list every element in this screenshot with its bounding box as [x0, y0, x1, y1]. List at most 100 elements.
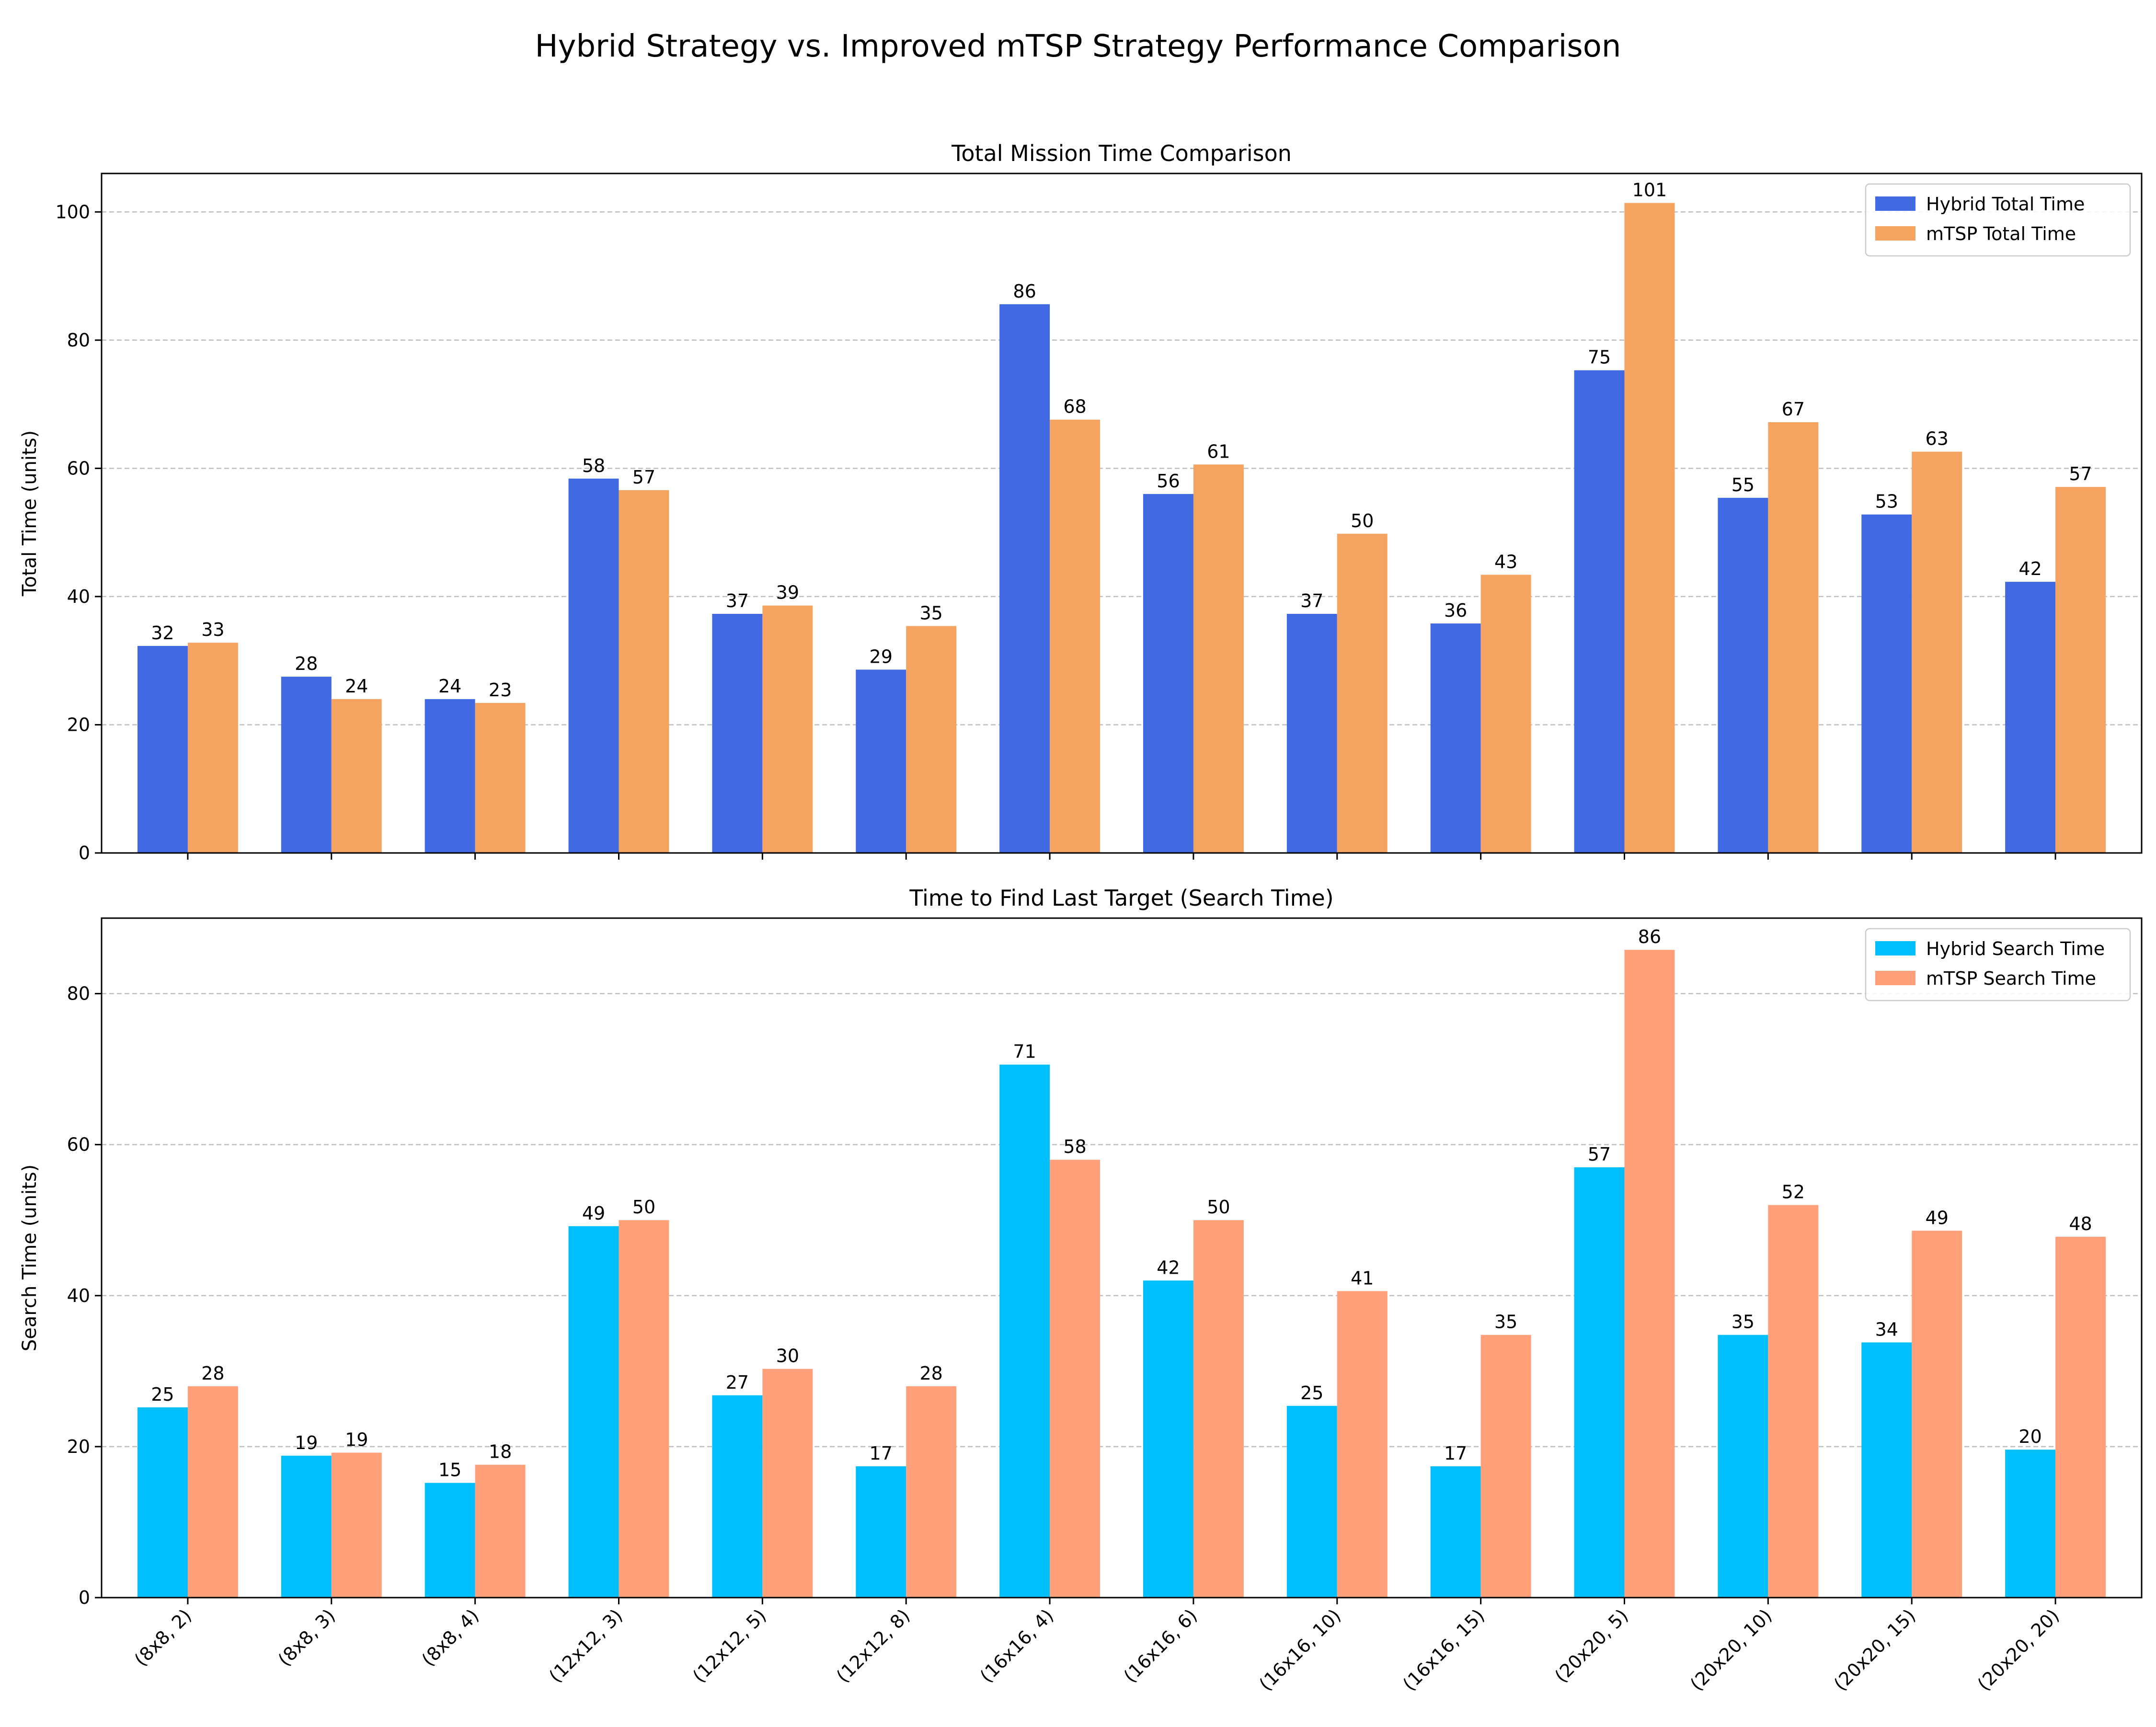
total-ytick-label-5: 100 — [55, 201, 90, 222]
search-bar-s1-10 — [1624, 950, 1675, 1598]
search-bar-s0-0 — [137, 1407, 188, 1598]
search-bar-label-s0-1: 19 — [295, 1432, 318, 1453]
total-bar-label-s0-12: 53 — [1875, 491, 1898, 512]
total-bar-label-s1-11: 67 — [1782, 399, 1805, 420]
search-bar-label-s1-8: 41 — [1351, 1267, 1374, 1289]
search-bar-label-s0-9: 17 — [1444, 1443, 1467, 1464]
search-bar-s1-1 — [331, 1452, 382, 1598]
total-bar-label-s0-5: 29 — [870, 646, 893, 667]
total-bar-s0-10 — [1574, 370, 1625, 853]
search-bar-s0-10 — [1574, 1167, 1625, 1598]
search-bar-s0-13 — [2005, 1450, 2056, 1598]
total-bar-s1-11 — [1768, 422, 1819, 853]
total-bar-s0-2 — [424, 699, 475, 853]
search-bar-s1-8 — [1337, 1291, 1388, 1598]
total-bar-label-s1-9: 43 — [1494, 551, 1517, 572]
search-bar-label-s0-6: 71 — [1013, 1041, 1036, 1062]
total-bar-s1-7 — [1193, 464, 1244, 853]
total-bar-label-s0-2: 24 — [438, 676, 461, 697]
total-bar-s1-1 — [331, 699, 382, 853]
search-bar-label-s1-11: 52 — [1782, 1182, 1805, 1203]
search-time-panel: 25 19 15 49 27 17 71 42 25 17 57 35 34 20 28 19 18 50 30 28… — [19, 885, 2143, 1695]
search-bar-s1-11 — [1768, 1205, 1819, 1598]
search-legend-swatch-1 — [1875, 971, 1915, 985]
total-bar-label-s1-6: 68 — [1063, 396, 1086, 417]
search-bar-s0-4 — [712, 1395, 763, 1598]
total-bar-s1-8 — [1337, 533, 1388, 853]
search-axes-frame — [101, 917, 2143, 1599]
total-bar-s0-4 — [712, 614, 763, 853]
search-bar-s0-2 — [424, 1483, 475, 1598]
search-bar-label-s1-12: 49 — [1926, 1207, 1949, 1228]
total-legend-swatch-1 — [1875, 226, 1915, 241]
total-axes-title: Total Mission Time Comparison — [951, 140, 1292, 166]
search-bar-label-s1-7: 50 — [1207, 1197, 1230, 1218]
search-bar-label-s1-9: 35 — [1494, 1312, 1517, 1333]
total-y-axis-label: Total Time (units) — [19, 430, 41, 597]
total-bar-label-s0-9: 36 — [1444, 600, 1467, 621]
total-bar-label-s0-11: 55 — [1732, 474, 1755, 495]
total-ytick-label-2: 40 — [67, 586, 90, 607]
search-legend-label-0: Hybrid Search Time — [1926, 938, 2105, 959]
search-bar-s0-8 — [1286, 1405, 1337, 1598]
search-bar-label-s1-0: 28 — [201, 1363, 224, 1384]
total-bar-label-s1-1: 24 — [345, 676, 368, 697]
total-bar-label-s0-13: 42 — [2018, 558, 2041, 579]
total-bar-s1-0 — [187, 643, 238, 853]
search-bar-label-s1-5: 28 — [920, 1363, 943, 1384]
search-bar-s1-0 — [187, 1386, 238, 1598]
search-bar-s1-3 — [619, 1220, 669, 1598]
total-legend-swatch-0 — [1875, 196, 1915, 211]
search-bar-label-s0-2: 15 — [438, 1460, 461, 1481]
search-bar-s0-1 — [281, 1455, 332, 1598]
total-bar-label-s1-12: 63 — [1926, 428, 1949, 449]
total-bar-s0-5 — [856, 669, 906, 853]
search-bar-s0-3 — [568, 1226, 619, 1598]
search-legend-label-1: mTSP Search Time — [1926, 968, 2096, 989]
search-bar-label-s0-10: 57 — [1588, 1144, 1611, 1165]
total-bar-label-s0-0: 32 — [151, 622, 174, 644]
figure-title: Hybrid Strategy vs. Improved mTSP Strate… — [535, 29, 1621, 64]
search-bar-s1-6 — [1050, 1160, 1101, 1598]
search-bar-s0-6 — [999, 1064, 1050, 1598]
search-bar-label-s1-13: 48 — [2069, 1213, 2092, 1234]
search-bar-label-s0-7: 42 — [1157, 1257, 1180, 1278]
total-bar-label-s1-13: 57 — [2069, 463, 2092, 484]
search-bar-s0-5 — [856, 1466, 906, 1598]
search-bar-label-s1-3: 50 — [632, 1197, 655, 1218]
search-bar-label-s0-0: 25 — [151, 1384, 174, 1405]
total-ytick-label-3: 60 — [67, 458, 90, 479]
total-bar-s0-9 — [1430, 623, 1481, 853]
total-bar-s0-8 — [1286, 614, 1337, 853]
total-bar-s1-4 — [762, 605, 813, 853]
search-bar-label-s1-4: 30 — [776, 1346, 799, 1367]
total-bar-label-s1-10: 101 — [1632, 180, 1667, 201]
search-bar-label-s0-3: 49 — [582, 1203, 605, 1224]
search-bar-label-s1-10: 86 — [1638, 926, 1661, 947]
search-bar-s0-11 — [1718, 1335, 1768, 1598]
total-bar-s1-13 — [2055, 487, 2106, 853]
search-bar-label-s1-6: 58 — [1063, 1136, 1086, 1157]
search-y-axis-label: Search Time (units) — [19, 1164, 41, 1351]
total-bar-s0-1 — [281, 677, 332, 853]
total-bar-label-s0-6: 86 — [1013, 281, 1036, 302]
search-ytick-label-4: 80 — [67, 983, 90, 1004]
search-bar-s1-5 — [906, 1386, 957, 1598]
search-bar-s0-7 — [1143, 1280, 1193, 1598]
search-legend-swatch-0 — [1875, 941, 1915, 956]
total-bar-s0-0 — [137, 645, 188, 853]
search-axes-title: Time to Find Last Target (Search Time) — [909, 885, 1333, 911]
total-bar-s1-12 — [1912, 451, 1962, 853]
total-bar-s0-7 — [1143, 494, 1193, 853]
total-axes-frame — [101, 173, 2143, 854]
total-bar-s1-2 — [475, 702, 526, 853]
total-bar-s0-12 — [1861, 514, 1912, 853]
total-bar-s1-3 — [619, 490, 669, 853]
search-bar-label-s0-5: 17 — [870, 1443, 893, 1464]
total-bar-label-s1-8: 50 — [1351, 510, 1374, 531]
search-bar-s0-12 — [1861, 1342, 1912, 1598]
total-bar-s0-3 — [568, 478, 619, 853]
search-bar-label-s1-2: 18 — [489, 1441, 512, 1462]
